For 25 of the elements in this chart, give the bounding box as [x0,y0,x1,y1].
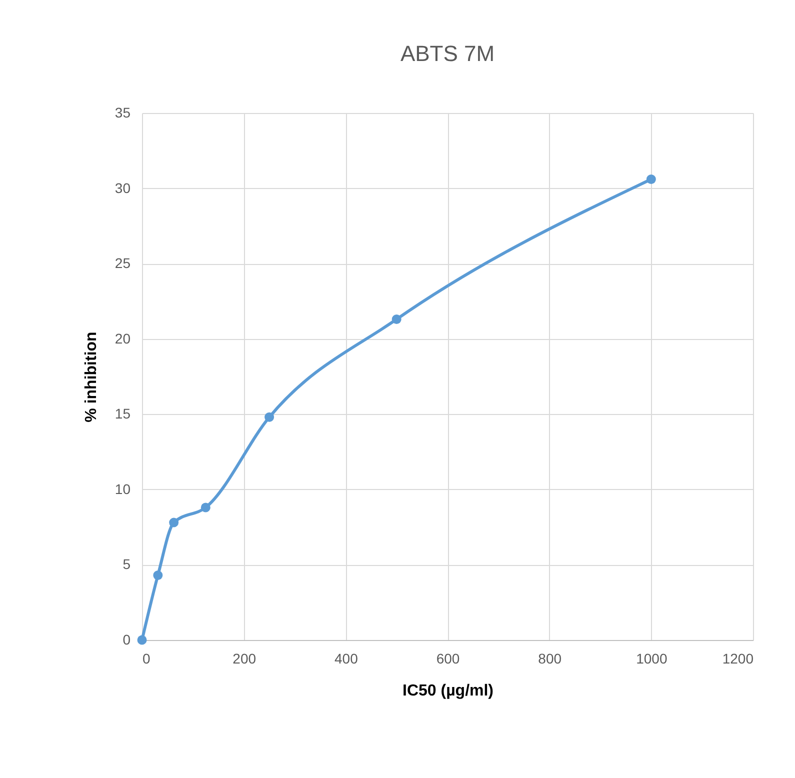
y-tick-label: 20 [114,330,131,346]
y-tick-label: 35 [114,104,131,120]
x-tick-label: 800 [538,650,562,666]
point [264,412,274,422]
x-axis-title: IC50 (µg/ml) [402,682,494,700]
point [392,314,402,324]
y-tick-label: 25 [114,255,131,272]
point [169,518,179,528]
y-tick-label: 5 [122,556,131,572]
x-tick-label: 0 [142,650,150,666]
point [137,635,147,645]
y-tick-label: 15 [114,406,131,422]
point [200,502,210,512]
point [646,174,656,184]
x-tick-label: 400 [334,650,358,666]
y-tick-label: 0 [122,632,131,648]
point [153,570,163,580]
x-tick-label: 1000 [636,650,668,666]
y-axis-title: % inhibition [82,332,100,422]
chart-title: ABTS 7M [400,41,495,66]
y-tick-label: 30 [114,180,131,196]
x-tick-label: 1200 [722,650,754,666]
x-tick-label: 600 [436,650,460,666]
x-tick-label: 200 [232,650,256,666]
y-tick-label: 10 [114,480,131,497]
